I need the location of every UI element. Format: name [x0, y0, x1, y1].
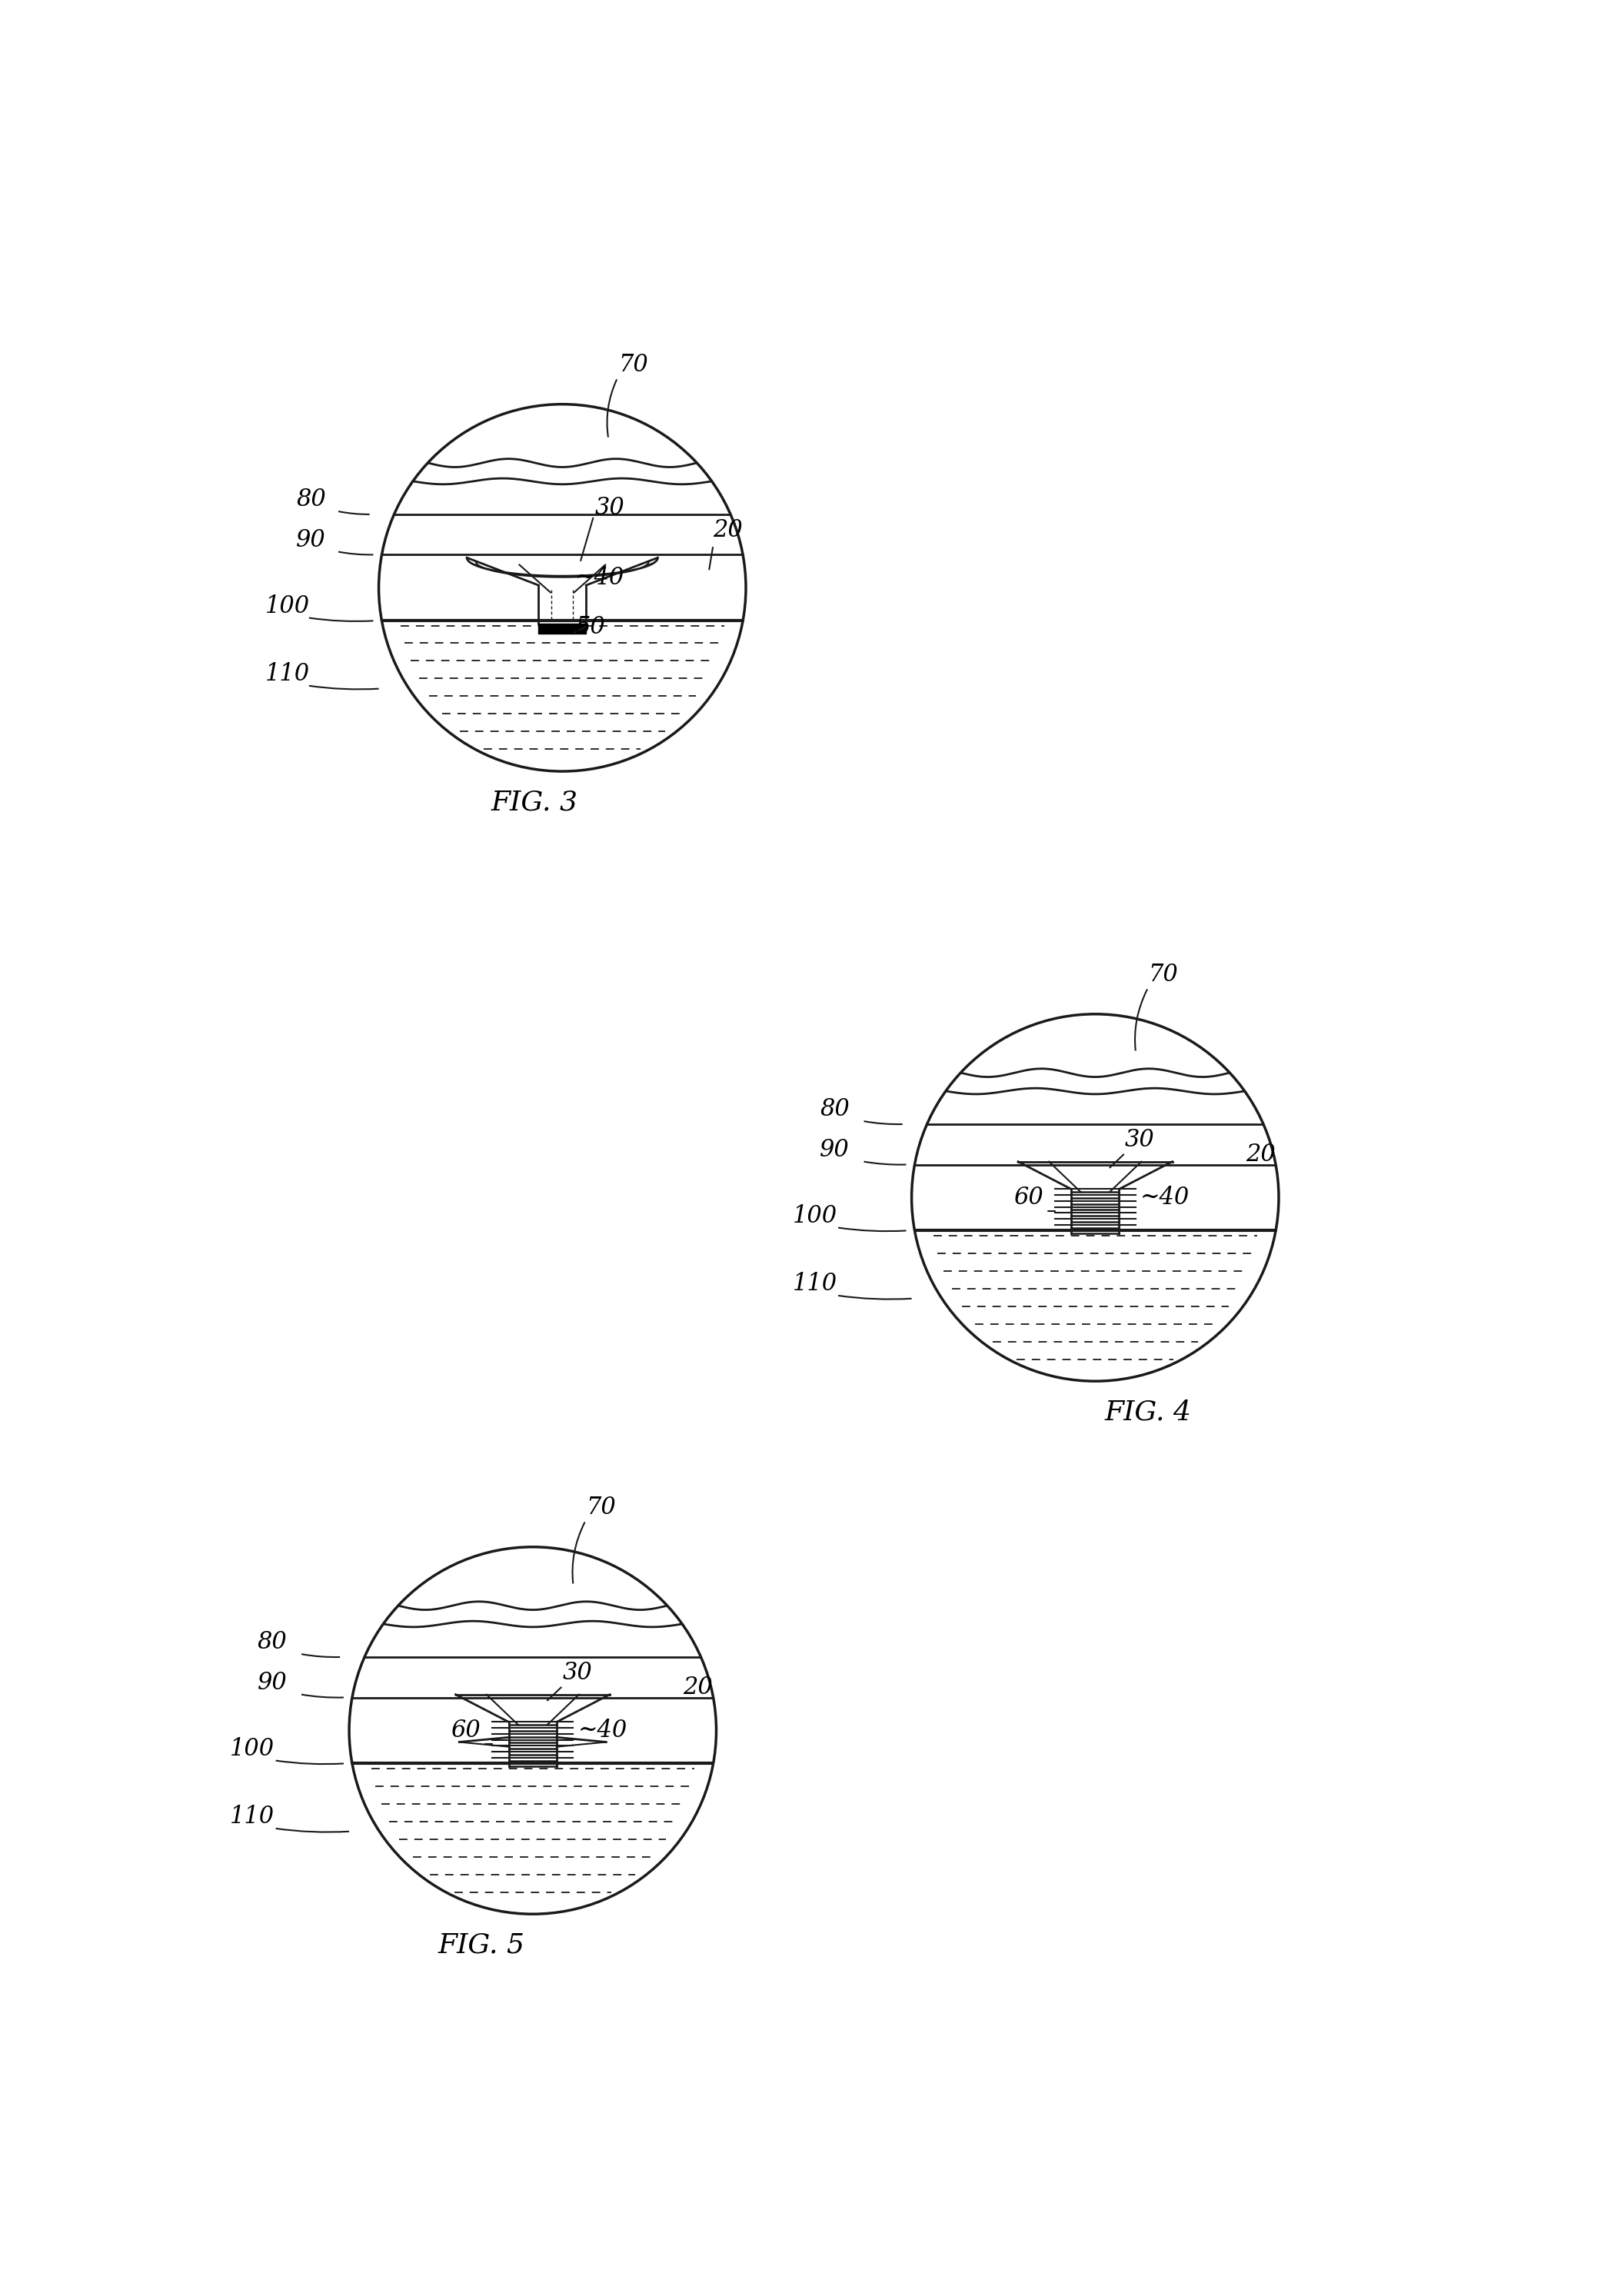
- Text: 100: 100: [231, 1737, 274, 1760]
- Text: 70: 70: [619, 354, 648, 377]
- Text: 20: 20: [713, 518, 742, 541]
- Text: 30: 30: [1125, 1128, 1155, 1153]
- Text: ~40: ~40: [1140, 1185, 1190, 1210]
- Text: 60: 60: [1013, 1185, 1043, 1210]
- Text: 80: 80: [820, 1098, 849, 1121]
- Text: 60: 60: [451, 1719, 481, 1742]
- Text: 50: 50: [575, 616, 606, 639]
- Text: 70: 70: [1148, 963, 1179, 986]
- Text: 30: 30: [562, 1662, 593, 1685]
- Text: FIG. 3: FIG. 3: [492, 790, 578, 815]
- Text: 30: 30: [594, 495, 625, 521]
- Text: 20: 20: [1246, 1142, 1275, 1167]
- Text: 90: 90: [257, 1671, 287, 1694]
- Text: FIG. 4: FIG. 4: [1104, 1399, 1192, 1425]
- Text: FIG. 5: FIG. 5: [438, 1931, 525, 1959]
- Text: ~40: ~40: [575, 566, 625, 589]
- Text: 20: 20: [684, 1676, 713, 1699]
- Text: 110: 110: [231, 1804, 274, 1829]
- Text: 70: 70: [586, 1495, 615, 1520]
- Text: 80: 80: [257, 1630, 287, 1655]
- Text: 100: 100: [265, 594, 310, 619]
- Text: 80: 80: [296, 489, 326, 511]
- Text: 110: 110: [793, 1272, 836, 1297]
- Text: 90: 90: [820, 1137, 849, 1162]
- Text: 100: 100: [793, 1203, 836, 1228]
- Text: ~40: ~40: [578, 1719, 627, 1742]
- Text: 90: 90: [296, 527, 326, 552]
- Text: 110: 110: [265, 662, 310, 685]
